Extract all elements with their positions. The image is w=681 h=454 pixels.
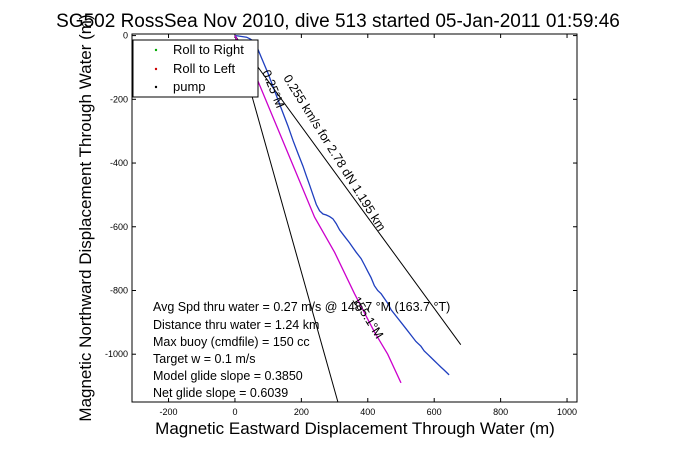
annot-avg-speed: Avg Spd thru water = 0.27 m/s @ 148.7 °M… <box>153 300 450 314</box>
legend-box <box>132 39 259 98</box>
y-axis-ticks: -1000 -800 -600 -400 -200 0 <box>105 31 577 359</box>
x-tick-label: 800 <box>493 407 508 417</box>
legend-label-roll-left: Roll to Left <box>173 61 236 76</box>
legend-label-roll-right: Roll to Right <box>173 42 244 57</box>
legend-label-pump: pump <box>173 79 206 94</box>
y-tick-label: -400 <box>110 158 128 168</box>
x-tick-label: 1000 <box>557 407 577 417</box>
x-tick-label: 0 <box>232 407 237 417</box>
series-line-1 <box>234 34 450 376</box>
y-axis-label: Magnetic Northward Displacement Through … <box>76 14 95 421</box>
annot-net-glide: Net glide slope = 0.6039 <box>153 386 288 400</box>
x-axis-label: Magnetic Eastward Displacement Through W… <box>155 419 555 438</box>
y-tick-label: -1000 <box>105 349 128 359</box>
y-tick-label: -800 <box>110 285 128 295</box>
x-tick-label: 400 <box>360 407 375 417</box>
annot-max-buoy: Max buoy (cmdfile) = 150 cc <box>153 335 310 349</box>
legend-marker-pump <box>154 85 158 89</box>
legend-marker-roll-right <box>154 48 158 52</box>
y-tick-label: 0 <box>123 31 128 41</box>
series-layer <box>234 34 450 384</box>
annot-distance: Distance thru water = 1.24 km <box>153 318 319 332</box>
x-tick-label: -200 <box>160 407 178 417</box>
annot-model-glide: Model glide slope = 0.3850 <box>153 369 303 383</box>
chart-title: SG502 RossSea Nov 2010, dive 513 started… <box>56 11 620 32</box>
legend: Roll to Right Roll to Left pump <box>132 39 259 98</box>
series-line-2 <box>234 35 402 384</box>
annot-target-w: Target w = 0.1 m/s <box>153 352 255 366</box>
y-tick-label: -200 <box>110 94 128 104</box>
x-tick-label: 600 <box>427 407 442 417</box>
legend-marker-roll-left <box>154 67 158 71</box>
x-tick-label: 200 <box>294 407 309 417</box>
stats-annotations: Avg Spd thru water = 0.27 m/s @ 148.7 °M… <box>153 300 450 400</box>
y-tick-label: -600 <box>110 222 128 232</box>
